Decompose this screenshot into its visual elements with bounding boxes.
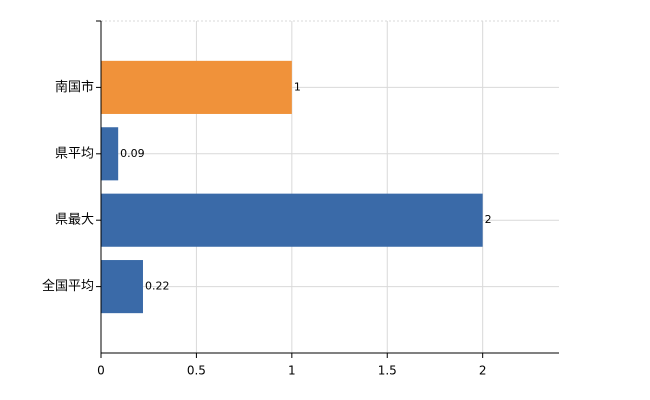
x-tick-label: 2 <box>479 364 487 378</box>
value-label: 0.22 <box>145 280 170 293</box>
bar <box>101 193 483 247</box>
y-tick-label: 南国市 <box>55 79 94 95</box>
x-tick-label: 1.5 <box>378 364 397 378</box>
value-label: 0.09 <box>120 147 145 160</box>
x-tick-label: 1 <box>288 364 296 378</box>
bar <box>101 260 143 314</box>
x-tick-label: 0.5 <box>187 364 206 378</box>
y-tick-label: 県最大 <box>55 213 94 228</box>
y-tick-label: 全国平均 <box>42 278 94 294</box>
bar <box>101 127 119 181</box>
value-label: 2 <box>485 213 492 226</box>
y-tick-label: 県平均 <box>55 146 94 161</box>
x-tick-label: 0 <box>97 364 105 378</box>
value-label: 1 <box>294 80 301 93</box>
bar <box>101 60 292 114</box>
